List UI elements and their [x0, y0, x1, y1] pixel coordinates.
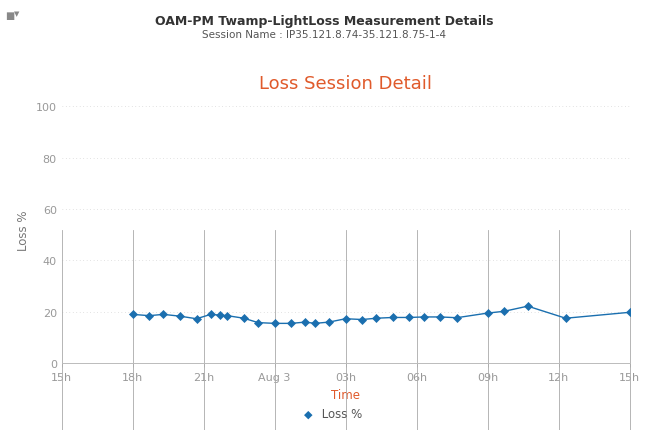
X-axis label: Time: Time: [331, 388, 360, 401]
Text: Loss %: Loss %: [318, 407, 362, 420]
Title: Loss Session Detail: Loss Session Detail: [259, 74, 432, 92]
Text: ◆: ◆: [304, 408, 313, 419]
Y-axis label: Loss %: Loss %: [18, 210, 31, 250]
Text: Session Name : IP35.121.8.74-35.121.8.75-1-4: Session Name : IP35.121.8.74-35.121.8.75…: [202, 30, 447, 40]
Text: ■: ■: [5, 11, 14, 21]
Text: OAM-PM Twamp-LightLoss Measurement Details: OAM-PM Twamp-LightLoss Measurement Detai…: [155, 15, 494, 28]
Text: ▼: ▼: [14, 11, 19, 17]
